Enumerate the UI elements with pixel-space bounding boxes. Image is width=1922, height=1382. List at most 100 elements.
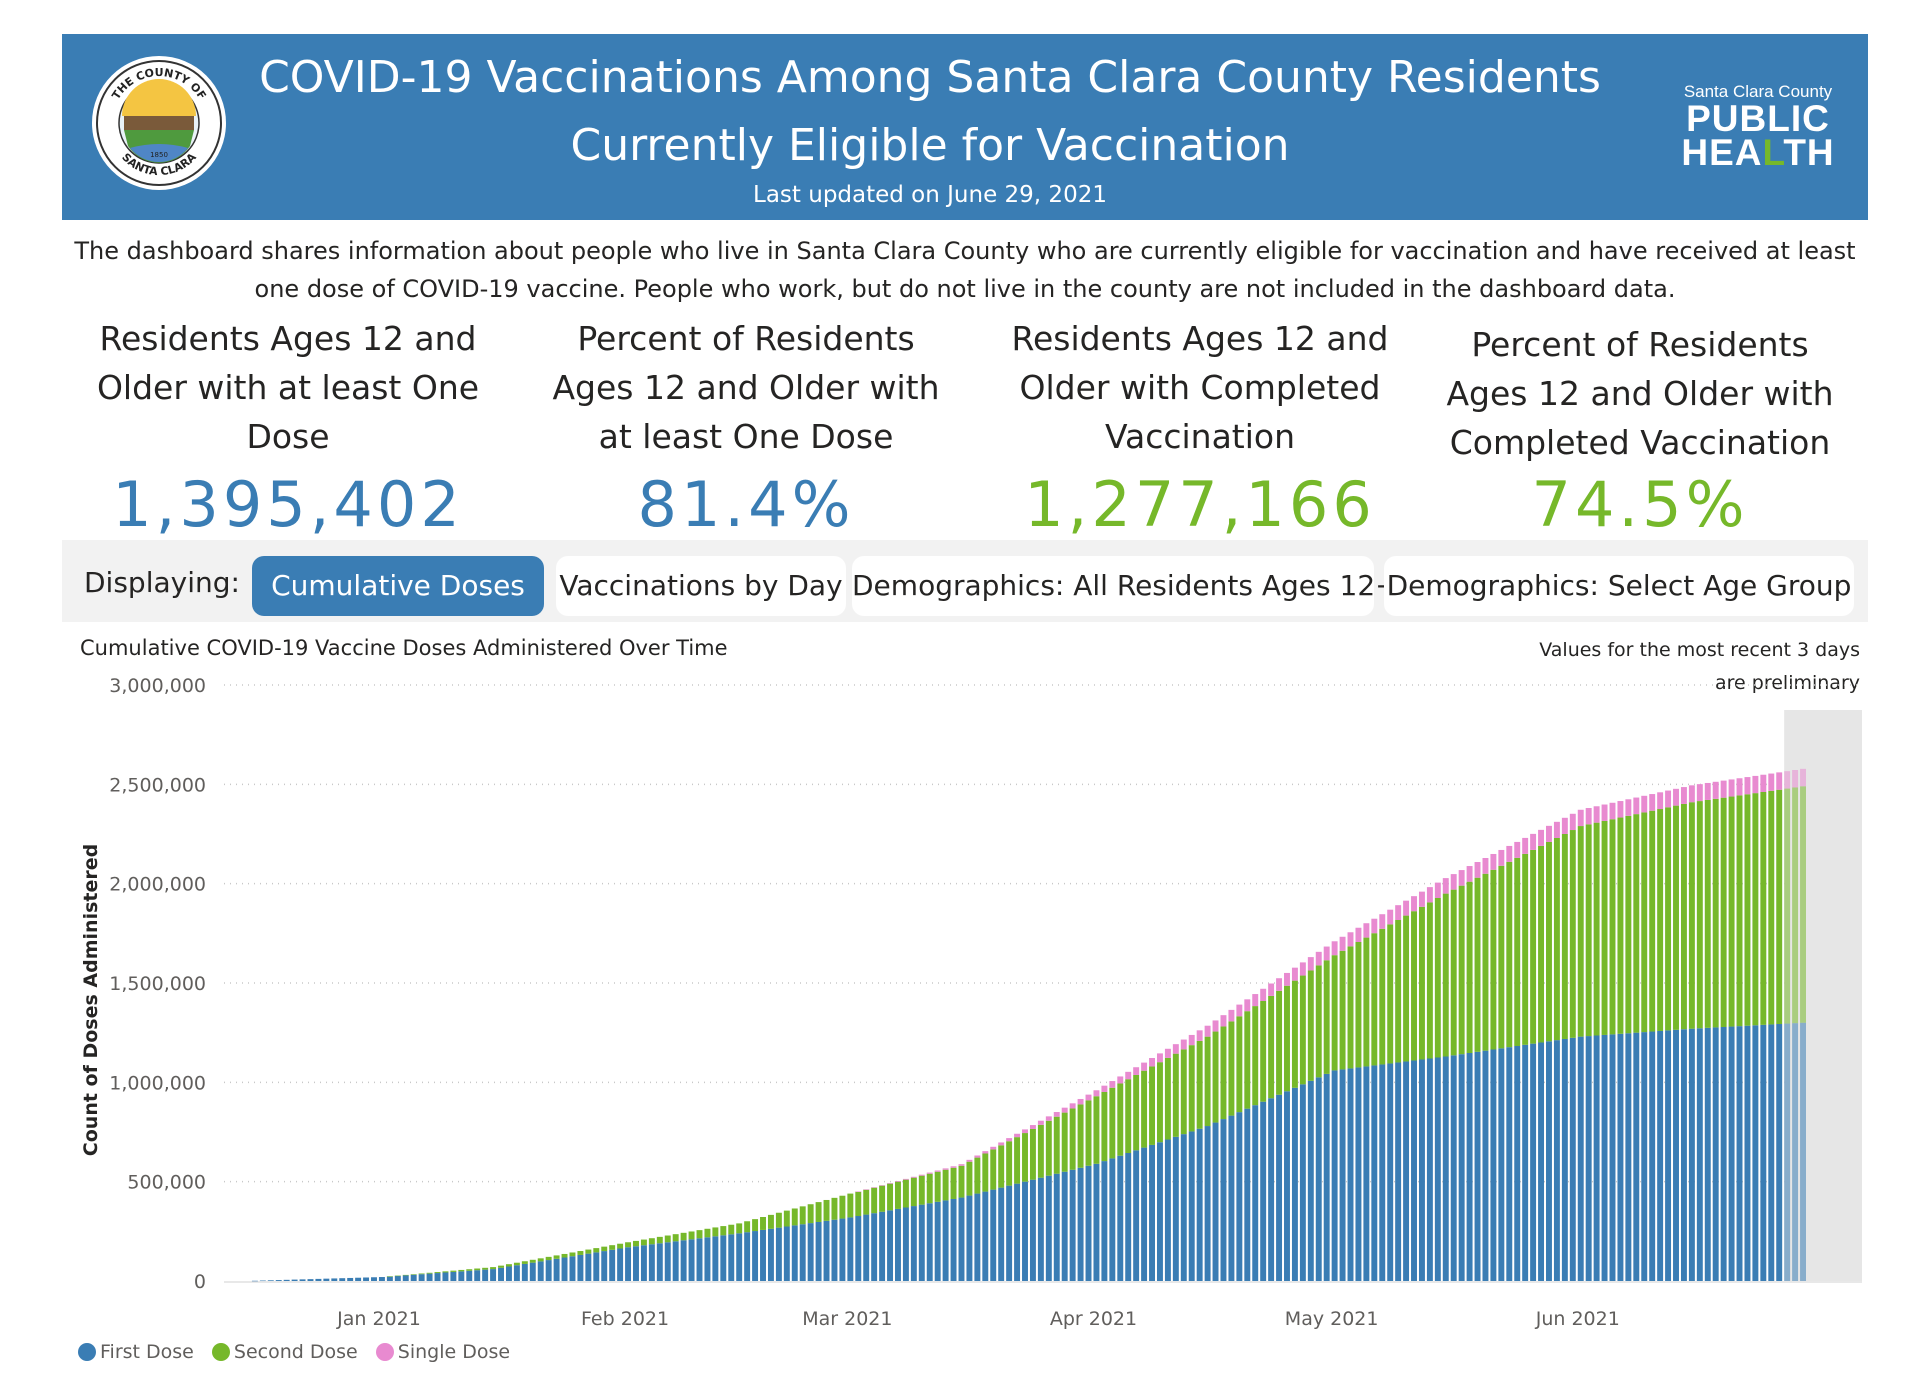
bar-second-dose[interactable] (752, 1219, 759, 1232)
bar-first-dose[interactable] (1665, 1030, 1672, 1281)
bar-second-dose[interactable] (426, 1272, 433, 1274)
bar-single-dose[interactable] (958, 1164, 965, 1166)
bar-first-dose[interactable] (1553, 1040, 1560, 1281)
bar-single-dose[interactable] (1061, 1107, 1068, 1113)
bar-first-dose[interactable] (545, 1260, 552, 1281)
bar-single-dose[interactable] (1482, 858, 1489, 874)
bar-second-dose[interactable] (521, 1261, 528, 1264)
bar-first-dose[interactable] (1085, 1165, 1092, 1281)
bar-second-dose[interactable] (466, 1269, 473, 1271)
bar-first-dose[interactable] (521, 1263, 528, 1281)
bar-first-dose[interactable] (680, 1240, 687, 1281)
bar-first-dose[interactable] (553, 1258, 560, 1281)
bar-single-dose[interactable] (1284, 972, 1290, 986)
bar-second-dose[interactable] (918, 1175, 925, 1205)
bar-first-dose[interactable] (410, 1274, 417, 1281)
bar-first-dose[interactable] (704, 1237, 711, 1281)
bar-first-dose[interactable] (1609, 1034, 1616, 1281)
bar-second-dose[interactable] (998, 1145, 1005, 1188)
bar-second-dose[interactable] (434, 1272, 441, 1274)
bar-first-dose[interactable] (466, 1270, 473, 1281)
bar-second-dose[interactable] (1530, 849, 1537, 1044)
bar-first-dose[interactable] (902, 1207, 909, 1281)
bar-single-dose[interactable] (1688, 785, 1695, 803)
bar-single-dose[interactable] (1514, 841, 1521, 858)
bar-single-dose[interactable] (1657, 792, 1664, 810)
bar-second-dose[interactable] (1355, 941, 1362, 1068)
bar-first-dose[interactable] (648, 1244, 655, 1281)
bar-second-dose[interactable] (728, 1224, 735, 1235)
bar-single-dose[interactable] (1585, 808, 1592, 825)
bar-first-dose[interactable] (696, 1238, 703, 1281)
bar-first-dose[interactable] (1712, 1027, 1719, 1281)
bar-second-dose[interactable] (871, 1187, 878, 1214)
bar-first-dose[interactable] (490, 1269, 497, 1281)
bar-first-dose[interactable] (1514, 1045, 1521, 1281)
bar-single-dose[interactable] (1617, 801, 1624, 818)
bar-first-dose[interactable] (315, 1278, 322, 1281)
bar-single-dose[interactable] (1744, 777, 1751, 795)
bar-second-dose[interactable] (1561, 834, 1568, 1039)
bar-first-dose[interactable] (1466, 1053, 1473, 1281)
bar-single-dose[interactable] (1149, 1057, 1155, 1067)
bar-first-dose[interactable] (1268, 1098, 1275, 1281)
bar-second-dose[interactable] (577, 1251, 584, 1255)
bar-first-dose[interactable] (783, 1226, 790, 1281)
bar-second-dose[interactable] (633, 1240, 639, 1247)
bar-first-dose[interactable] (950, 1198, 957, 1281)
bar-first-dose[interactable] (1117, 1155, 1124, 1281)
bar-second-dose[interactable] (1450, 889, 1457, 1056)
bar-first-dose[interactable] (640, 1245, 647, 1281)
bar-second-dose[interactable] (704, 1228, 711, 1238)
bar-first-dose[interactable] (910, 1206, 917, 1281)
bar-first-dose[interactable] (926, 1203, 933, 1281)
bar-first-dose[interactable] (1204, 1126, 1211, 1281)
bar-first-dose[interactable] (1212, 1122, 1219, 1281)
bar-first-dose[interactable] (498, 1267, 504, 1281)
bar-second-dose[interactable] (1434, 897, 1441, 1058)
bar-first-dose[interactable] (1601, 1034, 1608, 1281)
bar-second-dose[interactable] (1109, 1087, 1116, 1159)
bar-second-dose[interactable] (720, 1226, 727, 1236)
bar-second-dose[interactable] (1268, 995, 1275, 1099)
bar-single-dose[interactable] (1387, 909, 1394, 925)
bar-first-dose[interactable] (307, 1279, 314, 1281)
bar-first-dose[interactable] (664, 1242, 671, 1281)
bar-first-dose[interactable] (1077, 1167, 1084, 1281)
bar-single-dose[interactable] (1045, 1116, 1052, 1121)
bar-second-dose[interactable] (1585, 824, 1592, 1037)
bar-second-dose[interactable] (1514, 857, 1521, 1046)
bar-first-dose[interactable] (1680, 1029, 1687, 1281)
bar-single-dose[interactable] (1022, 1129, 1028, 1134)
bar-first-dose[interactable] (1800, 1022, 1806, 1281)
bar-first-dose[interactable] (1736, 1026, 1743, 1281)
bar-first-dose[interactable] (752, 1231, 759, 1281)
bar-single-dose[interactable] (1188, 1034, 1195, 1046)
bar-second-dose[interactable] (990, 1149, 997, 1190)
bar-first-dose[interactable] (1585, 1036, 1592, 1281)
bar-second-dose[interactable] (974, 1157, 981, 1194)
bar-single-dose[interactable] (1498, 849, 1505, 866)
bar-second-dose[interactable] (1347, 946, 1354, 1069)
bar-second-dose[interactable] (498, 1265, 504, 1268)
bar-first-dose[interactable] (990, 1189, 997, 1281)
bar-second-dose[interactable] (1482, 873, 1489, 1051)
bar-single-dose[interactable] (1609, 802, 1616, 820)
bar-second-dose[interactable] (1776, 789, 1783, 1025)
bar-single-dose[interactable] (1633, 797, 1640, 815)
bar-single-dose[interactable] (1220, 1015, 1227, 1027)
bar-second-dose[interactable] (1688, 802, 1695, 1029)
bar-second-dose[interactable] (1696, 801, 1703, 1029)
bar-second-dose[interactable] (458, 1269, 465, 1272)
bar-single-dose[interactable] (1260, 988, 1267, 1002)
bar-single-dose[interactable] (1466, 866, 1473, 882)
bar-second-dose[interactable] (601, 1246, 608, 1252)
bar-first-dose[interactable] (1244, 1108, 1251, 1281)
bar-first-dose[interactable] (1260, 1101, 1267, 1281)
bar-single-dose[interactable] (1172, 1044, 1179, 1054)
bar-first-dose[interactable] (1641, 1032, 1648, 1281)
bar-second-dose[interactable] (1673, 805, 1679, 1030)
bar-first-dose[interactable] (688, 1239, 695, 1281)
bar-first-dose[interactable] (513, 1265, 520, 1281)
bar-single-dose[interactable] (918, 1174, 925, 1176)
